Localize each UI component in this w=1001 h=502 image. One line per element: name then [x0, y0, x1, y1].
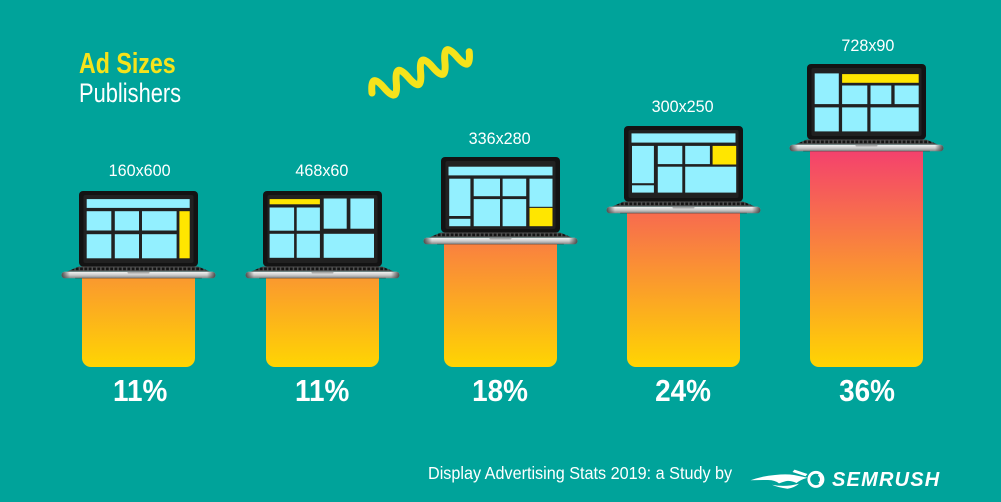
svg-text:SEMRUSH: SEMRUSH — [832, 469, 940, 491]
